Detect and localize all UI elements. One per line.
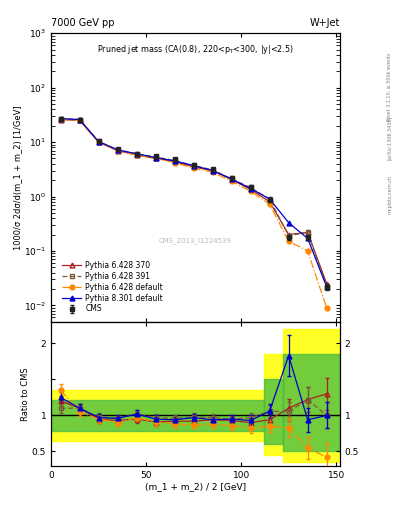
- Pythia 6.428 391: [153, 154, 158, 160]
- Pythia 6.428 391: [96, 138, 101, 144]
- Pythia 6.428 391: [115, 147, 120, 153]
- Pythia 6.428 default: [248, 188, 253, 195]
- Pythia 6.428 default: [115, 148, 120, 154]
- Pythia 6.428 default: [191, 165, 196, 172]
- Pythia 6.428 default: [96, 139, 101, 145]
- Text: Rivet 3.1.10, ≥ 500k events: Rivet 3.1.10, ≥ 500k events: [387, 53, 392, 121]
- Text: W+Jet: W+Jet: [310, 18, 340, 28]
- Pythia 6.428 370: [305, 229, 310, 236]
- Pythia 8.301 default: [248, 185, 253, 191]
- Pythia 6.428 370: [115, 147, 120, 154]
- Pythia 8.301 default: [286, 220, 291, 226]
- Pythia 6.428 370: [286, 231, 291, 238]
- Pythia 6.428 default: [153, 156, 158, 162]
- Pythia 8.301 default: [115, 147, 120, 153]
- Pythia 6.428 370: [267, 199, 272, 205]
- Pythia 6.428 370: [153, 156, 158, 162]
- Pythia 6.428 default: [229, 178, 234, 184]
- Line: Pythia 8.301 default: Pythia 8.301 default: [58, 116, 329, 289]
- Pythia 6.428 default: [172, 160, 177, 166]
- Y-axis label: 1000/σ 2dσ/d(m_1 + m_2) [1/GeV]: 1000/σ 2dσ/d(m_1 + m_2) [1/GeV]: [13, 105, 22, 250]
- Pythia 6.428 391: [267, 196, 272, 202]
- Text: Pruned jet mass (CA(0.8), 220<p$_\mathsf{T}$<300, |y|<2.5): Pruned jet mass (CA(0.8), 220<p$_\mathsf…: [97, 44, 294, 56]
- Line: Pythia 6.428 370: Pythia 6.428 370: [58, 117, 329, 286]
- Pythia 8.301 default: [134, 151, 139, 157]
- Pythia 6.428 391: [58, 116, 63, 122]
- Text: CMS_2013_I1224539: CMS_2013_I1224539: [159, 238, 232, 244]
- Pythia 8.301 default: [191, 162, 196, 168]
- Pythia 6.428 370: [58, 116, 63, 122]
- Pythia 8.301 default: [153, 155, 158, 161]
- Pythia 8.301 default: [324, 284, 329, 290]
- Pythia 6.428 391: [324, 284, 329, 290]
- Text: mcplots.cern.ch: mcplots.cern.ch: [387, 175, 392, 214]
- Pythia 6.428 370: [210, 167, 215, 174]
- Pythia 6.428 370: [229, 177, 234, 183]
- Pythia 8.301 default: [267, 196, 272, 202]
- Pythia 6.428 370: [248, 186, 253, 193]
- Pythia 6.428 370: [172, 158, 177, 164]
- Pythia 6.428 391: [172, 157, 177, 163]
- Pythia 8.301 default: [210, 167, 215, 174]
- Line: Pythia 6.428 default: Pythia 6.428 default: [58, 117, 329, 310]
- Pythia 6.428 default: [210, 169, 215, 175]
- Pythia 6.428 370: [324, 281, 329, 287]
- Pythia 8.301 default: [58, 116, 63, 122]
- Pythia 6.428 default: [134, 152, 139, 158]
- Pythia 6.428 370: [96, 139, 101, 145]
- Text: 7000 GeV pp: 7000 GeV pp: [51, 18, 115, 28]
- Pythia 6.428 default: [267, 201, 272, 207]
- Pythia 6.428 default: [286, 238, 291, 244]
- Pythia 6.428 370: [77, 117, 82, 123]
- Pythia 6.428 391: [286, 232, 291, 239]
- Pythia 6.428 370: [191, 164, 196, 170]
- Pythia 6.428 391: [248, 185, 253, 191]
- Pythia 6.428 default: [58, 116, 63, 122]
- Pythia 6.428 391: [134, 151, 139, 157]
- Pythia 6.428 391: [77, 116, 82, 122]
- Pythia 6.428 default: [305, 248, 310, 254]
- Pythia 6.428 370: [134, 152, 139, 158]
- Pythia 8.301 default: [172, 158, 177, 164]
- Pythia 6.428 391: [305, 229, 310, 236]
- X-axis label: (m_1 + m_2) / 2 [GeV]: (m_1 + m_2) / 2 [GeV]: [145, 482, 246, 492]
- Pythia 6.428 default: [77, 117, 82, 123]
- Text: [arXiv:1306.3436]: [arXiv:1306.3436]: [387, 116, 392, 160]
- Pythia 6.428 391: [191, 162, 196, 168]
- Y-axis label: Ratio to CMS: Ratio to CMS: [22, 367, 31, 421]
- Pythia 6.428 391: [210, 167, 215, 173]
- Pythia 8.301 default: [96, 139, 101, 145]
- Pythia 8.301 default: [77, 116, 82, 122]
- Pythia 8.301 default: [229, 176, 234, 182]
- Pythia 6.428 default: [324, 305, 329, 311]
- Line: Pythia 6.428 391: Pythia 6.428 391: [58, 116, 329, 289]
- Legend: Pythia 6.428 370, Pythia 6.428 391, Pythia 6.428 default, Pythia 8.301 default, : Pythia 6.428 370, Pythia 6.428 391, Pyth…: [61, 259, 164, 315]
- Pythia 6.428 391: [229, 176, 234, 182]
- Pythia 8.301 default: [305, 236, 310, 242]
